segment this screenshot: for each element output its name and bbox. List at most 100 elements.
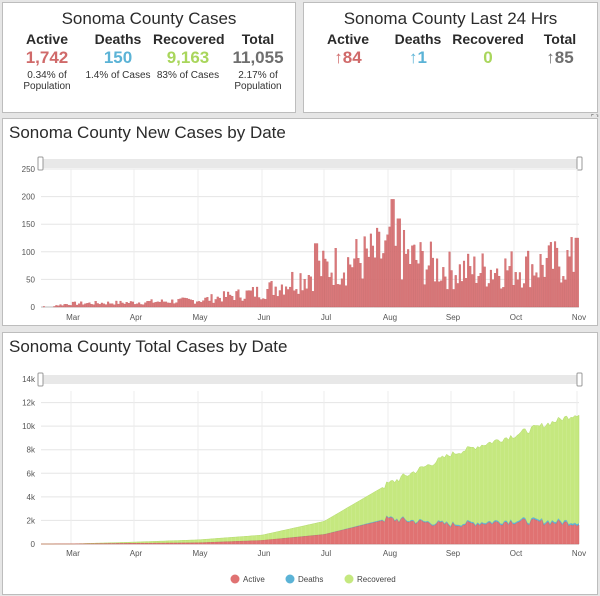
new-cases-bar[interactable]: [566, 250, 569, 308]
new-cases-bar[interactable]: [193, 303, 197, 308]
new-cases-bar[interactable]: [249, 290, 252, 308]
new-cases-bar[interactable]: [316, 243, 319, 308]
new-cases-bar[interactable]: [390, 199, 393, 308]
new-cases-bar[interactable]: [485, 286, 488, 308]
new-cases-bar[interactable]: [299, 273, 302, 308]
new-cases-bar[interactable]: [413, 244, 416, 308]
new-cases-bar[interactable]: [444, 276, 447, 308]
new-cases-bar[interactable]: [328, 277, 331, 308]
new-cases-bar[interactable]: [266, 288, 269, 308]
new-cases-bar[interactable]: [365, 248, 368, 308]
new-cases-bar[interactable]: [258, 297, 261, 308]
new-cases-bar[interactable]: [525, 256, 528, 308]
new-cases-bar[interactable]: [210, 294, 213, 308]
new-cases-bar[interactable]: [456, 283, 459, 308]
new-cases-bar[interactable]: [487, 283, 490, 308]
new-cases-bar[interactable]: [378, 231, 381, 308]
new-cases-bar[interactable]: [494, 273, 497, 308]
new-cases-bar[interactable]: [510, 251, 513, 308]
new-cases-bar[interactable]: [462, 260, 466, 308]
new-cases-bar[interactable]: [280, 284, 283, 308]
new-cases-bar[interactable]: [504, 258, 507, 308]
new-cases-bar[interactable]: [158, 301, 161, 308]
new-cases-bar[interactable]: [549, 242, 552, 308]
new-cases-bar[interactable]: [450, 270, 453, 308]
new-cases-bar[interactable]: [239, 297, 242, 308]
new-cases-bar[interactable]: [539, 254, 542, 308]
new-cases-bar[interactable]: [227, 291, 230, 308]
new-cases-bar[interactable]: [94, 301, 97, 308]
new-cases-bar[interactable]: [140, 304, 143, 308]
range-handle-left[interactable]: [37, 372, 44, 387]
new-cases-bar[interactable]: [175, 302, 178, 308]
new-cases-bar[interactable]: [167, 302, 170, 308]
legend-label-recovered[interactable]: Recovered: [357, 575, 396, 584]
new-cases-bar[interactable]: [198, 301, 201, 308]
new-cases-bar[interactable]: [105, 304, 108, 308]
new-cases-bar[interactable]: [409, 264, 412, 308]
new-cases-bar[interactable]: [423, 284, 426, 308]
new-cases-bar[interactable]: [543, 276, 546, 308]
new-cases-bar[interactable]: [560, 282, 563, 308]
new-cases-bar[interactable]: [84, 303, 87, 308]
new-cases-bar[interactable]: [351, 267, 354, 308]
new-cases-bar[interactable]: [502, 287, 505, 308]
new-cases-bar[interactable]: [431, 257, 434, 308]
new-cases-bar[interactable]: [491, 279, 495, 308]
new-cases-bar[interactable]: [481, 253, 484, 308]
new-cases-bar[interactable]: [67, 304, 70, 308]
new-cases-bar[interactable]: [429, 241, 432, 308]
new-cases-bar[interactable]: [272, 294, 275, 308]
new-cases-bar[interactable]: [570, 237, 573, 308]
new-cases-bar[interactable]: [363, 236, 366, 308]
new-cases-bar[interactable]: [322, 250, 325, 308]
new-cases-bar[interactable]: [113, 304, 116, 308]
new-cases-bar[interactable]: [305, 288, 308, 308]
new-cases-bar[interactable]: [243, 298, 246, 308]
new-cases-bar[interactable]: [330, 272, 333, 308]
new-cases-bar[interactable]: [150, 299, 153, 308]
new-cases-bar[interactable]: [477, 276, 480, 308]
new-cases-bar[interactable]: [405, 253, 408, 308]
new-cases-bar[interactable]: [303, 279, 306, 308]
new-cases-bar[interactable]: [324, 258, 327, 308]
new-cases-bar[interactable]: [179, 298, 182, 308]
new-cases-bar[interactable]: [204, 297, 207, 308]
new-cases-bar[interactable]: [117, 303, 120, 308]
new-cases-bar[interactable]: [454, 275, 457, 308]
new-cases-bar[interactable]: [156, 301, 159, 308]
new-cases-bar[interactable]: [98, 304, 101, 308]
new-cases-bar[interactable]: [206, 297, 209, 308]
range-handle-right[interactable]: [576, 372, 583, 387]
new-cases-bar[interactable]: [142, 304, 145, 308]
new-cases-bar[interactable]: [338, 284, 341, 308]
new-cases-bar[interactable]: [500, 288, 503, 308]
new-cases-bar[interactable]: [398, 218, 401, 308]
new-cases-bar[interactable]: [473, 256, 476, 308]
new-cases-bar[interactable]: [212, 302, 215, 308]
new-cases-bar[interactable]: [535, 272, 538, 308]
new-cases-bar[interactable]: [92, 304, 95, 308]
new-cases-bar[interactable]: [138, 302, 141, 308]
new-cases-bar[interactable]: [237, 289, 240, 308]
new-cases-bar[interactable]: [162, 301, 166, 308]
range-handle-right[interactable]: [576, 156, 583, 171]
new-cases-bar[interactable]: [483, 266, 486, 308]
new-cases-bar[interactable]: [173, 303, 176, 308]
legend-marker[interactable]: [285, 574, 295, 584]
new-cases-bar[interactable]: [411, 245, 414, 308]
new-cases-bar[interactable]: [287, 289, 290, 308]
new-cases-bar[interactable]: [119, 300, 122, 308]
new-cases-bar[interactable]: [181, 297, 184, 308]
new-cases-bar[interactable]: [384, 240, 387, 308]
new-cases-bar[interactable]: [425, 269, 428, 308]
new-cases-bar[interactable]: [260, 299, 263, 308]
new-cases-bar[interactable]: [340, 278, 343, 308]
new-cases-bar[interactable]: [572, 271, 575, 308]
new-cases-bar[interactable]: [471, 274, 474, 308]
new-cases-bar[interactable]: [107, 301, 110, 308]
new-cases-bar[interactable]: [533, 275, 536, 308]
new-cases-bar[interactable]: [568, 256, 571, 308]
new-cases-bar[interactable]: [146, 301, 149, 308]
new-cases-bar[interactable]: [382, 253, 385, 308]
